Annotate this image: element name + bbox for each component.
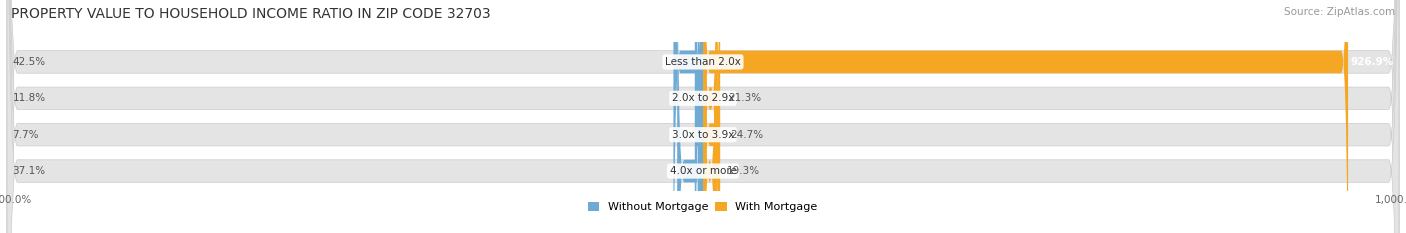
FancyBboxPatch shape bbox=[696, 0, 704, 233]
FancyBboxPatch shape bbox=[7, 0, 1399, 233]
Text: 926.9%: 926.9% bbox=[1350, 57, 1393, 67]
Text: 24.7%: 24.7% bbox=[731, 130, 763, 140]
FancyBboxPatch shape bbox=[703, 0, 718, 233]
Text: 19.3%: 19.3% bbox=[727, 166, 761, 176]
FancyBboxPatch shape bbox=[703, 0, 717, 233]
Text: 3.0x to 3.9x: 3.0x to 3.9x bbox=[672, 130, 734, 140]
Text: 7.7%: 7.7% bbox=[13, 130, 39, 140]
Text: Source: ZipAtlas.com: Source: ZipAtlas.com bbox=[1284, 7, 1395, 17]
Legend: Without Mortgage, With Mortgage: Without Mortgage, With Mortgage bbox=[588, 202, 818, 212]
Text: 11.8%: 11.8% bbox=[13, 93, 46, 103]
FancyBboxPatch shape bbox=[703, 0, 1348, 233]
Text: 2.0x to 2.9x: 2.0x to 2.9x bbox=[672, 93, 734, 103]
FancyBboxPatch shape bbox=[703, 0, 720, 233]
FancyBboxPatch shape bbox=[695, 0, 703, 233]
FancyBboxPatch shape bbox=[673, 0, 703, 233]
Text: 42.5%: 42.5% bbox=[13, 57, 46, 67]
FancyBboxPatch shape bbox=[678, 0, 703, 233]
FancyBboxPatch shape bbox=[7, 0, 1399, 233]
Text: PROPERTY VALUE TO HOUSEHOLD INCOME RATIO IN ZIP CODE 32703: PROPERTY VALUE TO HOUSEHOLD INCOME RATIO… bbox=[11, 7, 491, 21]
Text: 37.1%: 37.1% bbox=[13, 166, 46, 176]
FancyBboxPatch shape bbox=[7, 0, 1399, 233]
Text: 21.3%: 21.3% bbox=[728, 93, 762, 103]
FancyBboxPatch shape bbox=[7, 0, 1399, 233]
Text: Less than 2.0x: Less than 2.0x bbox=[665, 57, 741, 67]
Text: 4.0x or more: 4.0x or more bbox=[669, 166, 737, 176]
